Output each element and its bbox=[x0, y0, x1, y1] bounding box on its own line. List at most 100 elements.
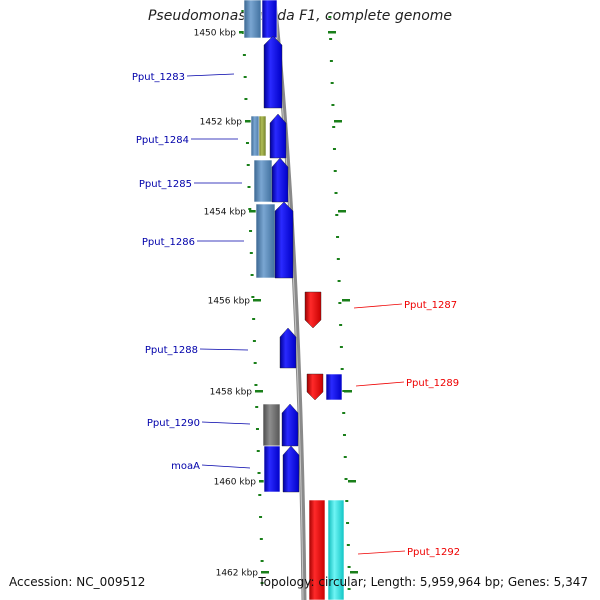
major-tick bbox=[334, 120, 342, 123]
gene-label-pput_1286[interactable]: Pput_1286 bbox=[142, 237, 195, 248]
major-tick bbox=[253, 299, 261, 302]
tick-mark bbox=[254, 384, 258, 386]
tick-mark bbox=[343, 456, 347, 458]
tick-mark bbox=[250, 274, 254, 276]
steel-feature bbox=[243, 0, 262, 39]
label-leader-line bbox=[199, 348, 249, 351]
major-tick bbox=[338, 210, 346, 213]
tick-label: 1462 kbp bbox=[216, 569, 259, 579]
tick-label: 1450 kbp bbox=[194, 29, 237, 39]
tick-marks-right bbox=[328, 16, 351, 590]
tick-mark bbox=[259, 516, 263, 518]
tick-mark bbox=[342, 412, 346, 414]
tick-mark bbox=[253, 362, 257, 364]
major-tick bbox=[350, 571, 358, 574]
tick-mark bbox=[344, 478, 348, 480]
forward-gene bbox=[279, 327, 297, 369]
forward-gene bbox=[261, 0, 278, 39]
tick-mark bbox=[252, 340, 256, 342]
tick-mark bbox=[259, 538, 263, 540]
tick-mark bbox=[257, 472, 261, 474]
tick-mark bbox=[347, 588, 351, 590]
tick-mark bbox=[334, 192, 338, 194]
tick-mark bbox=[258, 494, 262, 496]
gene-label-pput_1284[interactable]: Pput_1284 bbox=[136, 135, 189, 146]
tick-label: 1454 kbp bbox=[204, 208, 247, 218]
major-tick bbox=[249, 210, 257, 213]
tick-mark bbox=[329, 38, 333, 40]
gene-label-pput_1292[interactable]: Pput_1292 bbox=[407, 547, 460, 558]
steel-feature bbox=[250, 115, 261, 157]
tick-mark bbox=[248, 208, 252, 210]
label-leader-line bbox=[353, 303, 403, 309]
label-leader-line bbox=[355, 381, 405, 387]
gene-label-pput_1289[interactable]: Pput_1289 bbox=[406, 378, 459, 389]
label-leader-line bbox=[201, 464, 251, 469]
tick-label: 1452 kbp bbox=[200, 118, 243, 128]
major-tick bbox=[348, 480, 356, 483]
major-tick bbox=[259, 480, 267, 483]
tick-mark bbox=[338, 302, 342, 304]
forward-gene bbox=[263, 35, 283, 109]
map-title: Pseudomonas putida F1, complete genome bbox=[147, 8, 453, 24]
gene-features bbox=[243, 0, 345, 600]
label-leader-line bbox=[186, 73, 235, 77]
steel-feature bbox=[255, 203, 276, 279]
tick-mark bbox=[243, 76, 247, 78]
tick-mark bbox=[336, 258, 340, 260]
tick-mark bbox=[247, 186, 251, 188]
tick-mark bbox=[252, 318, 256, 320]
major-tick bbox=[328, 31, 336, 34]
tick-mark bbox=[251, 296, 255, 298]
major-tick bbox=[261, 571, 269, 574]
tick-mark bbox=[330, 82, 334, 84]
gene-label-pput_1287[interactable]: Pput_1287 bbox=[404, 300, 457, 311]
tick-mark bbox=[328, 16, 332, 18]
steel-feature bbox=[253, 159, 273, 203]
tick-mark bbox=[346, 522, 350, 524]
gene-label-moaa[interactable]: moaA bbox=[171, 461, 200, 472]
tick-mark bbox=[242, 54, 246, 56]
tick-mark bbox=[340, 368, 344, 370]
label-leader-line bbox=[201, 421, 251, 425]
forward-gene bbox=[269, 113, 287, 159]
gene-label-pput_1288[interactable]: Pput_1288 bbox=[145, 345, 198, 356]
tick-mark bbox=[255, 406, 259, 408]
forward-gene bbox=[271, 157, 289, 203]
tick-mark bbox=[241, 10, 245, 12]
tick-mark bbox=[347, 566, 351, 568]
tick-mark bbox=[329, 60, 333, 62]
major-tick bbox=[255, 390, 263, 393]
tick-mark bbox=[260, 560, 264, 562]
tick-mark bbox=[255, 428, 259, 430]
topology-text: Topology: circular; Length: 5,959,964 bp… bbox=[258, 575, 588, 589]
tick-labels: 1450 kbp 1452 kbp 1454 kbp 1456 kbp 1458 kbp… bbox=[194, 29, 358, 579]
tick-mark bbox=[339, 346, 343, 348]
major-tick bbox=[245, 120, 253, 123]
tick-mark bbox=[341, 390, 345, 392]
forward-gene bbox=[282, 445, 300, 493]
tick-mark bbox=[335, 214, 339, 216]
major-tick bbox=[239, 31, 247, 34]
label-leaders bbox=[186, 73, 406, 555]
major-tick bbox=[344, 390, 352, 393]
gray-feature bbox=[262, 403, 281, 447]
forward-gene bbox=[281, 403, 299, 447]
tick-mark bbox=[337, 280, 341, 282]
olive-feature bbox=[258, 115, 267, 157]
forward-gene bbox=[274, 201, 294, 279]
tick-mark bbox=[244, 98, 248, 100]
reverse-gene bbox=[306, 373, 324, 401]
reverse-gene bbox=[304, 291, 322, 329]
gene-label-pput_1285[interactable]: Pput_1285 bbox=[139, 179, 192, 190]
reverse-gene bbox=[308, 499, 326, 600]
forward-gene bbox=[263, 445, 281, 493]
gene-label-pput_1283[interactable]: Pput_1283 bbox=[132, 72, 185, 83]
tick-mark bbox=[246, 164, 250, 166]
tick-mark bbox=[331, 104, 335, 106]
tick-mark bbox=[339, 324, 343, 326]
gene-labels: Pput_1283 Pput_1284 Pput_1285 Pput_1286 Pput… bbox=[132, 72, 460, 558]
gene-label-pput_1290[interactable]: Pput_1290 bbox=[147, 418, 200, 429]
tick-mark bbox=[249, 230, 253, 232]
